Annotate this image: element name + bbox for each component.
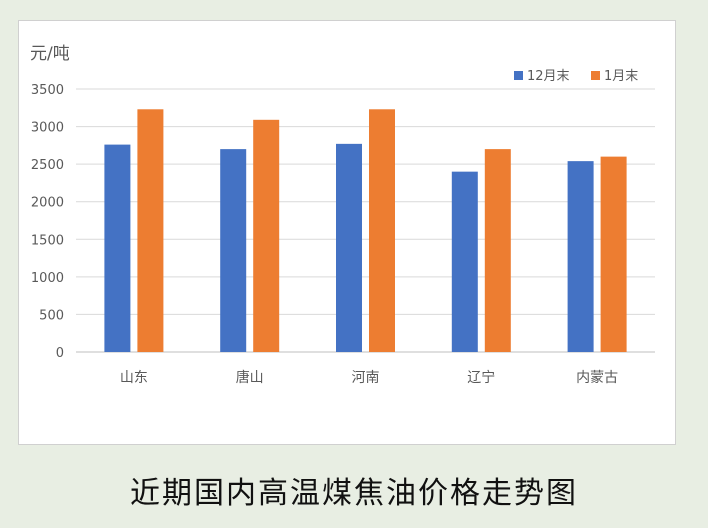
y-tick-label: 1500 bbox=[31, 233, 64, 248]
legend-label: 12月末 bbox=[527, 69, 570, 84]
bar-chart: 元/吨 0 500 1000 1500 2000 2500 3000 3500 山东 唐山 河南 辽… bbox=[30, 44, 655, 386]
gridlines bbox=[76, 88, 655, 353]
bars bbox=[104, 109, 627, 353]
bar-jan-3 bbox=[484, 149, 511, 352]
bar-jan-0 bbox=[137, 109, 164, 352]
y-tick-label: 3500 bbox=[31, 83, 64, 98]
y-tick-label: 1000 bbox=[31, 271, 64, 286]
bar-dec-3 bbox=[451, 171, 478, 352]
y-axis-label: 元/吨 bbox=[30, 44, 70, 64]
y-tick-label: 3000 bbox=[31, 121, 64, 136]
y-tick-labels: 0 500 1000 1500 2000 2500 3000 3500 bbox=[31, 83, 64, 361]
x-tick-label: 内蒙古 bbox=[576, 370, 618, 386]
y-tick-label: 0 bbox=[56, 346, 64, 361]
bar-dec-0 bbox=[104, 144, 131, 352]
y-tick-label: 500 bbox=[39, 308, 64, 323]
page-caption: 近期国内高温煤焦油价格走势图 bbox=[130, 476, 578, 511]
x-tick-label: 山东 bbox=[120, 370, 148, 386]
y-tick-label: 2000 bbox=[31, 196, 64, 211]
bar-dec-1 bbox=[220, 149, 247, 352]
x-tick-label: 河南 bbox=[352, 370, 380, 386]
x-tick-label: 辽宁 bbox=[467, 369, 495, 386]
y-tick-label: 2500 bbox=[31, 158, 64, 173]
bar-dec-2 bbox=[336, 143, 362, 352]
x-tick-labels: 山东 唐山 河南 辽宁 内蒙古 bbox=[120, 369, 618, 386]
legend-swatch bbox=[514, 71, 523, 80]
legend: 12月末 1月末 bbox=[514, 69, 638, 84]
bar-jan-4 bbox=[600, 156, 627, 352]
legend-label: 1月末 bbox=[604, 69, 638, 84]
bar-dec-4 bbox=[567, 161, 594, 352]
bar-jan-1 bbox=[253, 119, 280, 353]
x-tick-label: 唐山 bbox=[236, 369, 264, 386]
bar-jan-2 bbox=[369, 109, 395, 352]
legend-swatch bbox=[591, 71, 600, 80]
